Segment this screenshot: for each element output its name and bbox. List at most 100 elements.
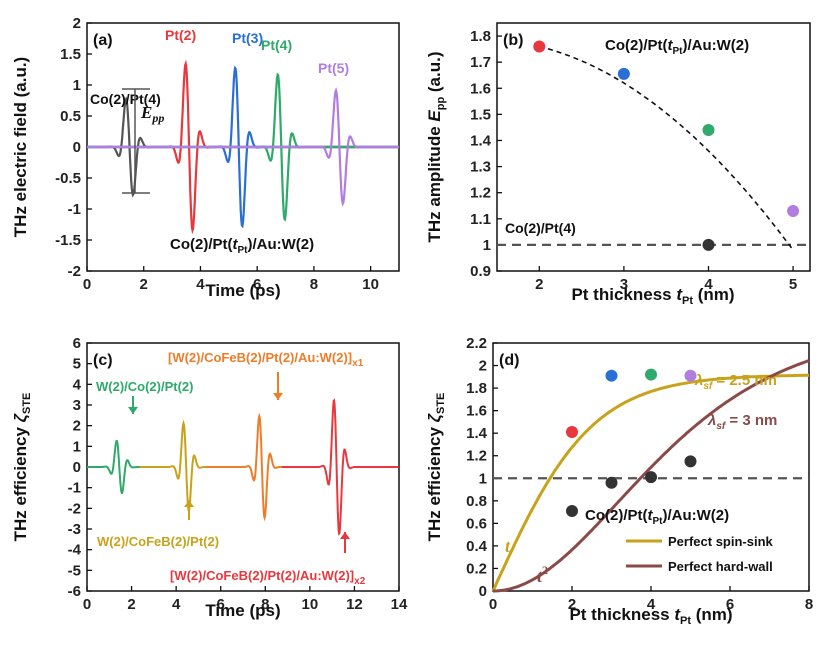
panel-d: 0 2 4 6 800.20.40.60.811.21.41.61.822.2 (d) … — [425, 335, 813, 627]
lambda-label-2: λsf = 3 nm — [707, 412, 777, 432]
trend-line — [539, 45, 794, 251]
efficiency-point-1 — [605, 369, 618, 382]
label-stack-x1: [W(2)/CoFeB(2)/Pt(2)/Au:W(2)]x1 — [168, 350, 364, 369]
panel-c-xtick-label: 8 — [261, 596, 269, 613]
t-label: t — [505, 536, 511, 556]
panel-b-ytick-label: 1.5 — [470, 106, 491, 123]
legend-hard-wall: Perfect hard-wall — [668, 559, 773, 574]
panel-a-ytick-label: 0 — [73, 139, 81, 156]
panel-b-ytick-label: 1.3 — [470, 159, 491, 176]
stack-waveform-3 — [282, 398, 399, 536]
panel-d-sample: Co(2)/Pt(tPt)/Au:W(2) — [585, 507, 729, 527]
t2-label: t2 — [537, 563, 548, 586]
panel-b-ytick-label: 1.6 — [470, 80, 491, 97]
panel-d-ytick-label: 0 — [479, 583, 487, 600]
baseline-point-0 — [566, 504, 578, 517]
panel-c-xtick-label: 10 — [302, 596, 319, 613]
arrow-head-0 — [128, 407, 138, 414]
efficiency-point-3 — [684, 369, 697, 382]
efficiency-point-2 — [645, 368, 657, 381]
panel-a-xtick-label: 0 — [83, 276, 91, 293]
panel-b-xtick-label: 2 — [535, 276, 543, 293]
panel-b-ylabel: THz amplitude Epp (a.u.) — [425, 51, 447, 242]
data-point-0 — [533, 40, 546, 53]
panel-c-arrows — [128, 372, 350, 553]
panel-b: 2 3 4 5 0.9 1 1.1 1.2 1.3 1.4 1.5 1.6 1.7 1.8 (b) Co(… — [425, 22, 811, 307]
panel-c-xlabel: Time (ps) — [205, 601, 280, 620]
panel-c-ytick-label: 4 — [73, 376, 82, 393]
baseline-point-3 — [684, 455, 697, 468]
panel-b-ref-label: Co(2)/Pt(4) — [505, 220, 576, 236]
panel-a-ytick-label: -0.5 — [55, 170, 81, 187]
panel-d-ytick-label: 1 — [479, 470, 487, 487]
panel-c-xtick-label: 6 — [217, 596, 225, 613]
panel-d-ytick-label: 1.4 — [466, 425, 488, 442]
panel-d-ytick-label: 0.6 — [466, 515, 487, 532]
panel-b-tag: (b) — [503, 32, 523, 49]
arrow-head-1 — [184, 500, 194, 507]
panel-a-ylabel: THz electric field (a.u.) — [11, 57, 30, 237]
panel-d-ytick-label: 1.8 — [466, 380, 487, 397]
panel-d-xtick-label: 4 — [647, 596, 656, 613]
panel-a-ytick-label: -1 — [68, 201, 81, 218]
label-stack-x2: [W(2)/CoFeB(2)/Pt(2)/Au:W(2)]x2 — [170, 568, 366, 587]
label-pt4: Pt(4) — [261, 37, 292, 53]
data-point-2 — [702, 124, 715, 137]
panel-c-tag: (c) — [93, 352, 113, 369]
waveform-4 — [87, 87, 399, 207]
panel-c-xtick-label: 4 — [172, 596, 181, 613]
panel-a-tag: (a) — [93, 32, 113, 49]
panel-c-ytick-label: -6 — [68, 583, 81, 600]
panel-c-ylabel: THz efficiency ζSTE — [11, 393, 33, 542]
stack-waveform-0 — [87, 439, 146, 495]
panel-a-sample: Co(2)/Pt(tPt)/Au:W(2) — [170, 236, 314, 256]
panel-d-ytick-label: 0.2 — [466, 560, 487, 577]
panel-c-xtick-label: 0 — [83, 596, 91, 613]
data-point-3 — [787, 204, 800, 217]
baseline-point-1 — [605, 476, 618, 489]
panel-b-ytick-label: 1.1 — [470, 211, 491, 228]
panel-c-ytick-label: 5 — [73, 356, 81, 373]
panel-a-xtick-label: 10 — [362, 276, 379, 293]
panel-d-xtick-label: 8 — [805, 596, 813, 613]
panel-a-ytick-label: -1.5 — [55, 232, 81, 249]
panel-b-xtick-label: 3 — [620, 276, 628, 293]
panel-c-ytick-label: 2 — [73, 418, 81, 435]
panel-a-ytick-label: 1 — [73, 77, 81, 94]
panel-a-xtick-label: 2 — [140, 276, 148, 293]
model-curve-1 — [493, 359, 810, 593]
panel-c-ytick-label: -2 — [68, 500, 81, 517]
panel-b-title: Co(2)/Pt(tPt)/Au:W(2) — [605, 37, 749, 57]
panel-d-xlabel: Pt thickness tPt (nm) — [569, 605, 732, 627]
panel-b-frame — [496, 22, 811, 272]
panel-a-ytick-label: -2 — [68, 263, 81, 280]
label-pt5: Pt(5) — [318, 60, 349, 76]
arrow-head-2 — [273, 393, 283, 400]
data-point-1 — [617, 67, 630, 80]
panel-c-xtick-label: 14 — [391, 596, 408, 613]
panel-d-ytick-label: 1.6 — [466, 403, 487, 420]
panel-a: 0 2 4 6 8 10 -2 -1.5 -1 -0.5 0 0.5 1 1.5 2 (a) Co(2)/P… — [11, 15, 400, 300]
panel-d-ytick-label: 0.8 — [466, 493, 487, 510]
panel-b-ytick-label: 1.4 — [470, 132, 492, 149]
panel-a-xtick-label: 4 — [196, 276, 205, 293]
panel-a-xtick-label: 8 — [310, 276, 318, 293]
panel-c-xtick-label: 12 — [346, 596, 363, 613]
panel-b-ytick-label: 1 — [483, 237, 491, 254]
label-copt4: Co(2)/Pt(4) — [90, 91, 161, 107]
panel-b-xlabel: Pt thickness tPt (nm) — [571, 285, 734, 307]
panel-d-xtick-label: 0 — [489, 596, 497, 613]
epp-label: Epp — [140, 103, 164, 125]
panel-a-ytick-label: 2 — [73, 15, 81, 32]
panel-a-xtick-label: 6 — [253, 276, 261, 293]
panel-c-ytick-label: 1 — [73, 438, 81, 455]
reference-point — [702, 238, 715, 251]
panel-c-ytick-label: -1 — [68, 480, 81, 497]
panel-b-ytick-label: 1.7 — [470, 54, 491, 71]
panel-b-ytick-label: 0.9 — [470, 263, 491, 280]
panel-d-xtick-label: 6 — [726, 596, 734, 613]
panel-d-ytick-label: 2.2 — [466, 335, 487, 352]
stack-waveform-2 — [206, 412, 289, 522]
